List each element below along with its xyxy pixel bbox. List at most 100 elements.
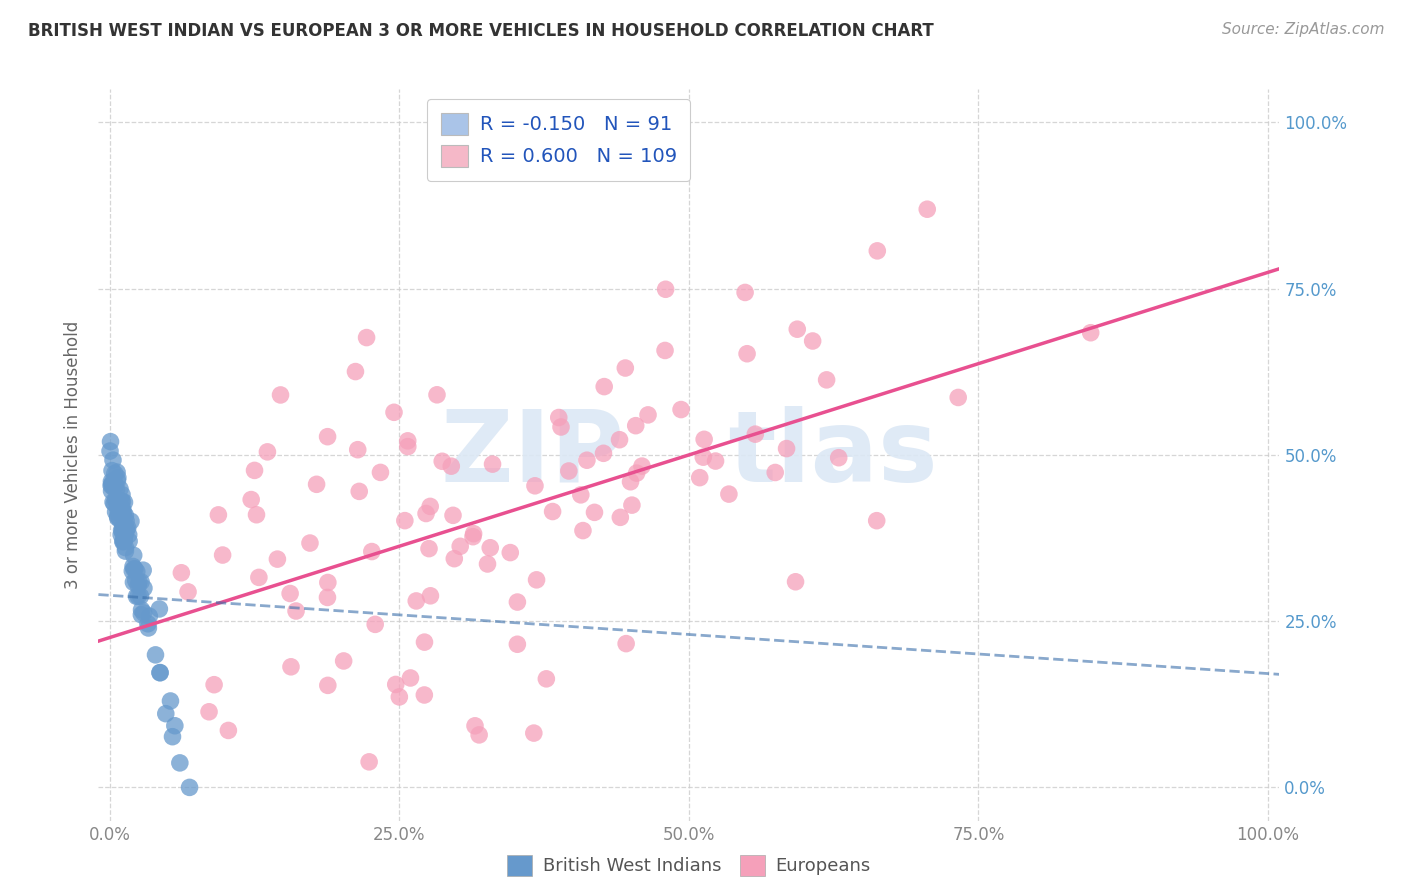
Point	[332, 654, 354, 668]
Point	[112, 534, 135, 549]
Point	[100, 483, 122, 498]
Point	[592, 446, 614, 460]
Point	[801, 334, 824, 348]
Point	[631, 459, 654, 474]
Point	[118, 534, 141, 549]
Point	[108, 493, 131, 508]
Point	[148, 602, 170, 616]
Point	[118, 528, 141, 542]
Point	[128, 574, 150, 589]
Point	[131, 603, 153, 617]
Point	[100, 434, 122, 449]
Point	[149, 665, 172, 680]
Point	[107, 511, 129, 525]
Point	[243, 463, 266, 477]
Point	[418, 541, 440, 556]
Point	[159, 694, 181, 708]
Point	[461, 530, 484, 544]
Point	[704, 454, 727, 468]
Point	[124, 562, 146, 576]
Point	[468, 728, 491, 742]
Point	[360, 544, 382, 558]
Point	[110, 524, 132, 538]
Point	[107, 493, 129, 508]
Point	[121, 564, 143, 578]
Point	[449, 539, 471, 553]
Point	[550, 420, 572, 434]
Point	[609, 510, 631, 524]
Point	[110, 527, 132, 541]
Point	[692, 450, 714, 465]
Point	[419, 500, 441, 514]
Point	[120, 514, 142, 528]
Point	[138, 609, 160, 624]
Point	[114, 495, 136, 509]
Point	[593, 379, 616, 393]
Point	[207, 508, 229, 522]
Point	[382, 405, 405, 419]
Point	[786, 322, 808, 336]
Point	[547, 410, 569, 425]
Point	[112, 534, 135, 549]
Point	[415, 507, 437, 521]
Point	[609, 433, 631, 447]
Point	[145, 648, 167, 662]
Point	[155, 706, 177, 721]
Point	[101, 495, 124, 509]
Point	[1080, 326, 1102, 340]
Point	[356, 330, 378, 344]
Point	[132, 606, 155, 620]
Point	[785, 574, 807, 589]
Point	[114, 508, 136, 523]
Point	[122, 562, 145, 576]
Point	[112, 533, 135, 548]
Point	[775, 442, 797, 456]
Point	[110, 502, 132, 516]
Point	[110, 507, 132, 521]
Point	[413, 688, 436, 702]
Point	[108, 505, 131, 519]
Point	[394, 514, 416, 528]
Point	[654, 282, 676, 296]
Point	[107, 504, 129, 518]
Point	[316, 678, 339, 692]
Point	[866, 244, 889, 258]
Point	[170, 566, 193, 580]
Point	[114, 544, 136, 558]
Point	[105, 465, 128, 479]
Point	[654, 343, 676, 358]
Point	[506, 637, 529, 651]
Point	[131, 607, 153, 622]
Point	[104, 467, 127, 481]
Point	[915, 202, 938, 217]
Point	[110, 494, 132, 508]
Point	[101, 464, 124, 478]
Point	[305, 477, 328, 491]
Point	[101, 475, 124, 489]
Point	[177, 585, 200, 599]
Text: ZIP   tlas: ZIP tlas	[440, 407, 938, 503]
Point	[464, 719, 486, 733]
Point	[614, 361, 637, 376]
Point	[115, 522, 138, 536]
Point	[107, 509, 129, 524]
Y-axis label: 3 or more Vehicles in Household: 3 or more Vehicles in Household	[65, 321, 83, 589]
Point	[115, 514, 138, 528]
Point	[583, 505, 606, 519]
Point	[285, 604, 308, 618]
Point	[266, 552, 288, 566]
Point	[463, 526, 485, 541]
Point	[569, 488, 592, 502]
Point	[111, 534, 134, 549]
Point	[111, 501, 134, 516]
Point	[103, 496, 125, 510]
Point	[523, 726, 546, 740]
Point	[541, 504, 564, 518]
Point	[717, 487, 740, 501]
Point	[111, 508, 134, 522]
Point	[100, 475, 122, 489]
Point	[105, 493, 128, 508]
Point	[499, 545, 522, 559]
Point	[396, 434, 419, 448]
Point	[100, 477, 122, 491]
